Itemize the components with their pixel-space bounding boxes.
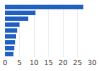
svg-text:15: 15 bbox=[44, 59, 53, 67]
svg-text:30: 30 bbox=[88, 59, 97, 67]
svg-text:10: 10 bbox=[30, 59, 39, 67]
svg-text:5: 5 bbox=[17, 59, 21, 67]
svg-text:0: 0 bbox=[3, 59, 7, 67]
svg-text:20: 20 bbox=[59, 59, 68, 67]
svg-text:25: 25 bbox=[73, 59, 82, 67]
